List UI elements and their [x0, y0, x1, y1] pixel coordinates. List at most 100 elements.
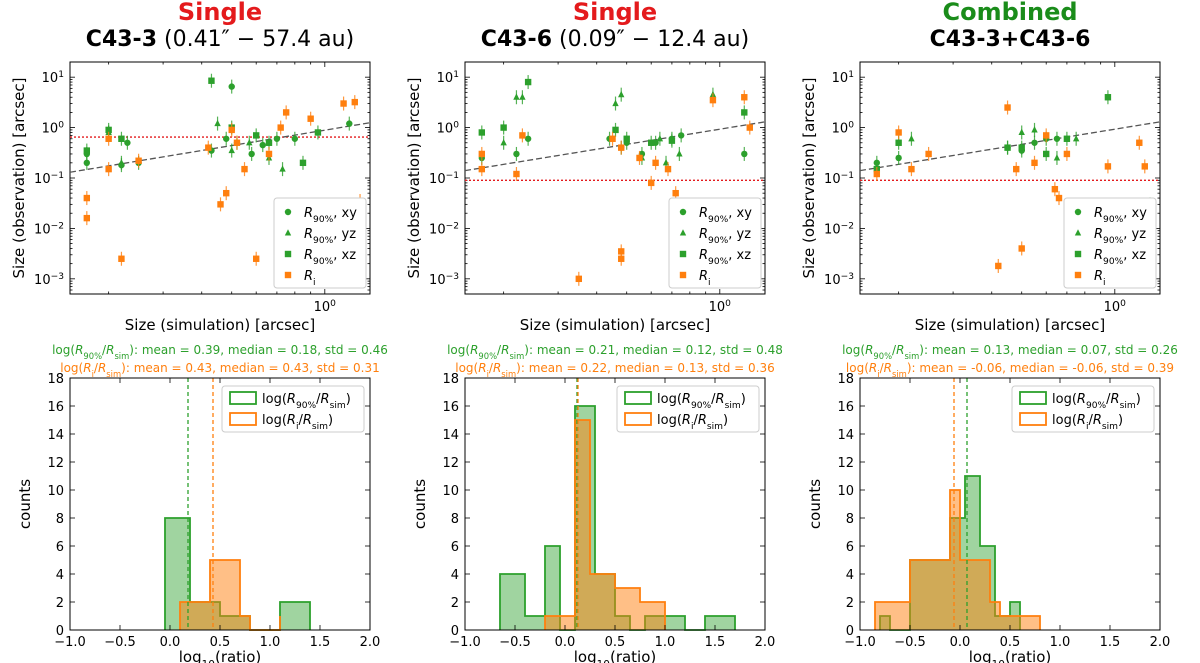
data-point — [524, 78, 532, 86]
data-point — [265, 150, 273, 158]
y-tick-label: 101 — [42, 70, 64, 86]
y-tick-label: 8 — [451, 512, 459, 527]
data-point — [1018, 128, 1025, 136]
legend-box — [221, 385, 365, 433]
data-layer — [465, 75, 765, 286]
stats-orange: log(Ri/Rsim): mean = 0.22, median = 0.13… — [455, 361, 775, 379]
x-axis-label: Size (simulation) [arcsec] — [915, 316, 1106, 334]
y-tick-label: 10−2 — [34, 221, 64, 237]
hist-bar — [240, 616, 250, 630]
series-r90-yz — [908, 122, 1080, 221]
legend-label: R90%, xz — [699, 248, 751, 267]
hist-orange — [544, 419, 666, 630]
data-point — [478, 129, 486, 136]
y-tick-label: 10−1 — [429, 171, 459, 187]
x-tick-label: 0.0 — [950, 635, 971, 650]
data-point — [340, 100, 347, 107]
panel-title-kind: Single — [178, 0, 262, 26]
hist-bar — [525, 616, 545, 630]
legend-box — [1011, 385, 1155, 433]
legend-swatch — [229, 391, 257, 405]
legend-marker — [284, 208, 292, 216]
x-axis-label: Size (simulation) [arcsec] — [520, 316, 711, 334]
x-tick-label: 0.5 — [605, 635, 626, 650]
histogram-panel-2: log(R90%/Rsim): mean = 0.21, median = 0.… — [411, 343, 783, 663]
data-point — [647, 139, 655, 146]
data-point — [1013, 165, 1020, 173]
legend-marker — [1074, 271, 1082, 279]
hist-bar — [910, 560, 950, 630]
x-tick-label: −1.0 — [844, 635, 876, 650]
data-point — [299, 159, 307, 167]
data-point — [741, 109, 748, 116]
stats-green: log(R90%/Rsim): mean = 0.21, median = 0.… — [447, 343, 783, 361]
panel-title-kind: Single — [573, 0, 657, 26]
y-tick-label: 18 — [442, 372, 459, 387]
y-tick-label: 2 — [846, 596, 854, 611]
series-ri — [83, 95, 364, 266]
stats-green: log(R90%/Rsim): mean = 0.13, median = 0.… — [842, 343, 1178, 361]
legend-marker — [284, 250, 292, 258]
y-tick-label: 10−3 — [429, 272, 459, 288]
x-tick-label: 0.5 — [210, 635, 231, 650]
data-point — [1136, 139, 1143, 146]
hist-outline — [544, 419, 666, 630]
data-point — [741, 150, 748, 158]
data-point — [351, 98, 358, 106]
legend-swatch — [1019, 391, 1047, 405]
data-point — [1051, 185, 1059, 193]
y-tick-label: 16 — [47, 400, 64, 415]
data-point — [223, 135, 230, 142]
y-tick-label: 100 — [437, 121, 460, 137]
y-tick-label: 10 — [47, 484, 64, 499]
data-point — [83, 147, 91, 154]
y-tick-label: 0 — [451, 624, 459, 639]
hist-orange — [179, 559, 281, 631]
y-tick-label: 6 — [451, 540, 459, 555]
data-point — [1042, 132, 1050, 139]
data-point — [513, 170, 520, 178]
data-point — [346, 120, 353, 127]
legend-swatch — [624, 412, 652, 426]
data-point — [672, 189, 679, 197]
data-point — [612, 126, 619, 134]
data-point — [1063, 135, 1071, 142]
legend-marker — [679, 229, 687, 236]
series-r90-yz — [105, 116, 286, 177]
x-tick-label: 1.0 — [260, 635, 281, 650]
data-point — [500, 124, 507, 131]
data-point — [118, 255, 125, 262]
legend-marker — [679, 208, 687, 216]
y-tick-label: 12 — [47, 456, 64, 471]
y-tick-label: 8 — [846, 512, 854, 527]
one-to-one-line — [860, 121, 1160, 172]
data-point — [636, 154, 643, 162]
data-point — [228, 83, 235, 90]
hist-bar — [950, 490, 960, 630]
data-point — [652, 159, 659, 167]
data-point — [1004, 144, 1011, 151]
data-point — [307, 115, 314, 122]
legend-label: R90%, yz — [304, 227, 356, 246]
panel-title-name: C43-3+C43-6 — [930, 27, 1091, 52]
data-point — [282, 109, 290, 116]
data-point — [524, 135, 532, 142]
data-point — [265, 139, 273, 146]
data-point — [1063, 150, 1071, 158]
y-tick-label: 10−3 — [824, 272, 854, 288]
data-point — [259, 141, 266, 149]
legend-label: R90%, xy — [699, 206, 752, 225]
x-tick-label: −0.5 — [104, 635, 136, 650]
data-point — [124, 139, 131, 146]
data-point — [676, 150, 683, 157]
x-tick-label: 0.0 — [555, 635, 576, 650]
data-point — [208, 77, 215, 84]
data-point — [1104, 163, 1112, 170]
data-point — [1053, 154, 1061, 161]
legend-box — [668, 197, 762, 289]
data-point — [575, 275, 583, 283]
x-axis-label: log10(ratio) — [179, 648, 262, 663]
